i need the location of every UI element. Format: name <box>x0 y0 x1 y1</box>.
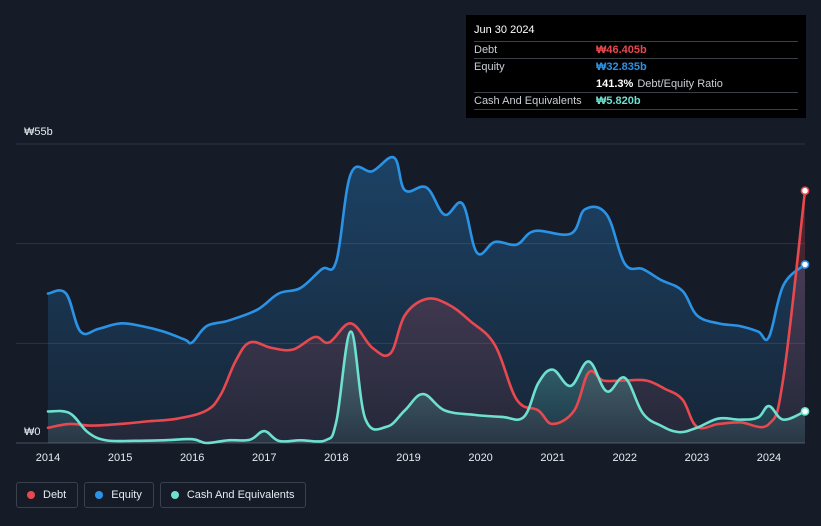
tooltip-cash-value: ₩5.820b <box>596 95 641 107</box>
y-axis-label-max: ₩55b <box>24 126 53 138</box>
cash-area <box>48 331 805 443</box>
tooltip-row-debt: Debt ₩46.405b <box>474 41 798 58</box>
x-tick-label: 2017 <box>252 452 276 464</box>
legend-item-debt[interactable]: Debt <box>16 482 79 508</box>
x-tick-label: 2020 <box>468 452 492 464</box>
tooltip-row-ratio: 141.3% Debt/Equity Ratio <box>474 75 798 92</box>
tooltip-row-cash: Cash And Equivalents ₩5.820b <box>474 92 798 110</box>
x-tick-label: 2015 <box>108 452 132 464</box>
debt-endpoint-marker <box>800 186 810 196</box>
cash-dot-icon <box>170 491 179 499</box>
debt-line <box>46 189 807 430</box>
x-tick-label: 2016 <box>180 452 204 464</box>
x-tick-label: 2019 <box>396 452 420 464</box>
x-tick-label: 2022 <box>613 452 637 464</box>
tooltip-debt-label: Debt <box>474 44 498 56</box>
equity-endpoint-marker <box>800 260 810 269</box>
debt-dot-icon <box>27 491 35 499</box>
tooltip-ratio-value: 141.3% <box>596 78 634 90</box>
x-tick-label: 2024 <box>757 452 781 464</box>
legend-item-equity[interactable]: Equity <box>84 482 154 508</box>
equity-line <box>46 155 807 345</box>
legend-label-cash: Cash And Equivalents <box>186 489 295 501</box>
legend-label-equity: Equity <box>111 489 142 501</box>
tooltip-equity-label: Equity <box>474 61 505 73</box>
tooltip-ratio-label: Debt/Equity Ratio <box>637 78 723 90</box>
cash-line <box>46 330 807 445</box>
debt-area <box>48 190 805 443</box>
x-tick-label: 2021 <box>540 452 564 464</box>
equity-dot-icon <box>95 491 104 499</box>
tooltip-panel: Jun 30 2024 Debt ₩46.405b Equity ₩32.835… <box>466 15 806 118</box>
x-tick-label: 2014 <box>36 452 60 464</box>
tooltip-date: Jun 30 2024 <box>474 24 535 36</box>
legend-item-cash[interactable]: Cash And Equivalents <box>159 482 307 508</box>
x-tick-label: 2018 <box>324 452 348 464</box>
tooltip-debt-value: ₩46.405b <box>596 44 647 56</box>
debt-equity-chart: ₩55b ₩0 2014 2015 2016 2017 2018 2019 2020 2021… <box>16 126 810 464</box>
series-lines <box>46 155 807 445</box>
y-axis-label-zero: ₩0 <box>24 426 41 438</box>
chart-legend: Debt Equity Cash And Equivalents <box>16 482 307 508</box>
series-endpoints <box>800 186 810 416</box>
tooltip-equity-value: ₩32.835b <box>596 61 647 73</box>
tooltip-cash-label: Cash And Equivalents <box>474 95 582 107</box>
cash-endpoint-marker <box>800 406 810 416</box>
x-axis-ticks: 2014 2015 2016 2017 2018 2019 2020 2021 2022 2023… <box>36 452 781 464</box>
x-tick-label: 2023 <box>685 452 709 464</box>
legend-label-debt: Debt <box>43 489 67 501</box>
tooltip-row-equity: Equity ₩32.835b <box>474 58 798 75</box>
